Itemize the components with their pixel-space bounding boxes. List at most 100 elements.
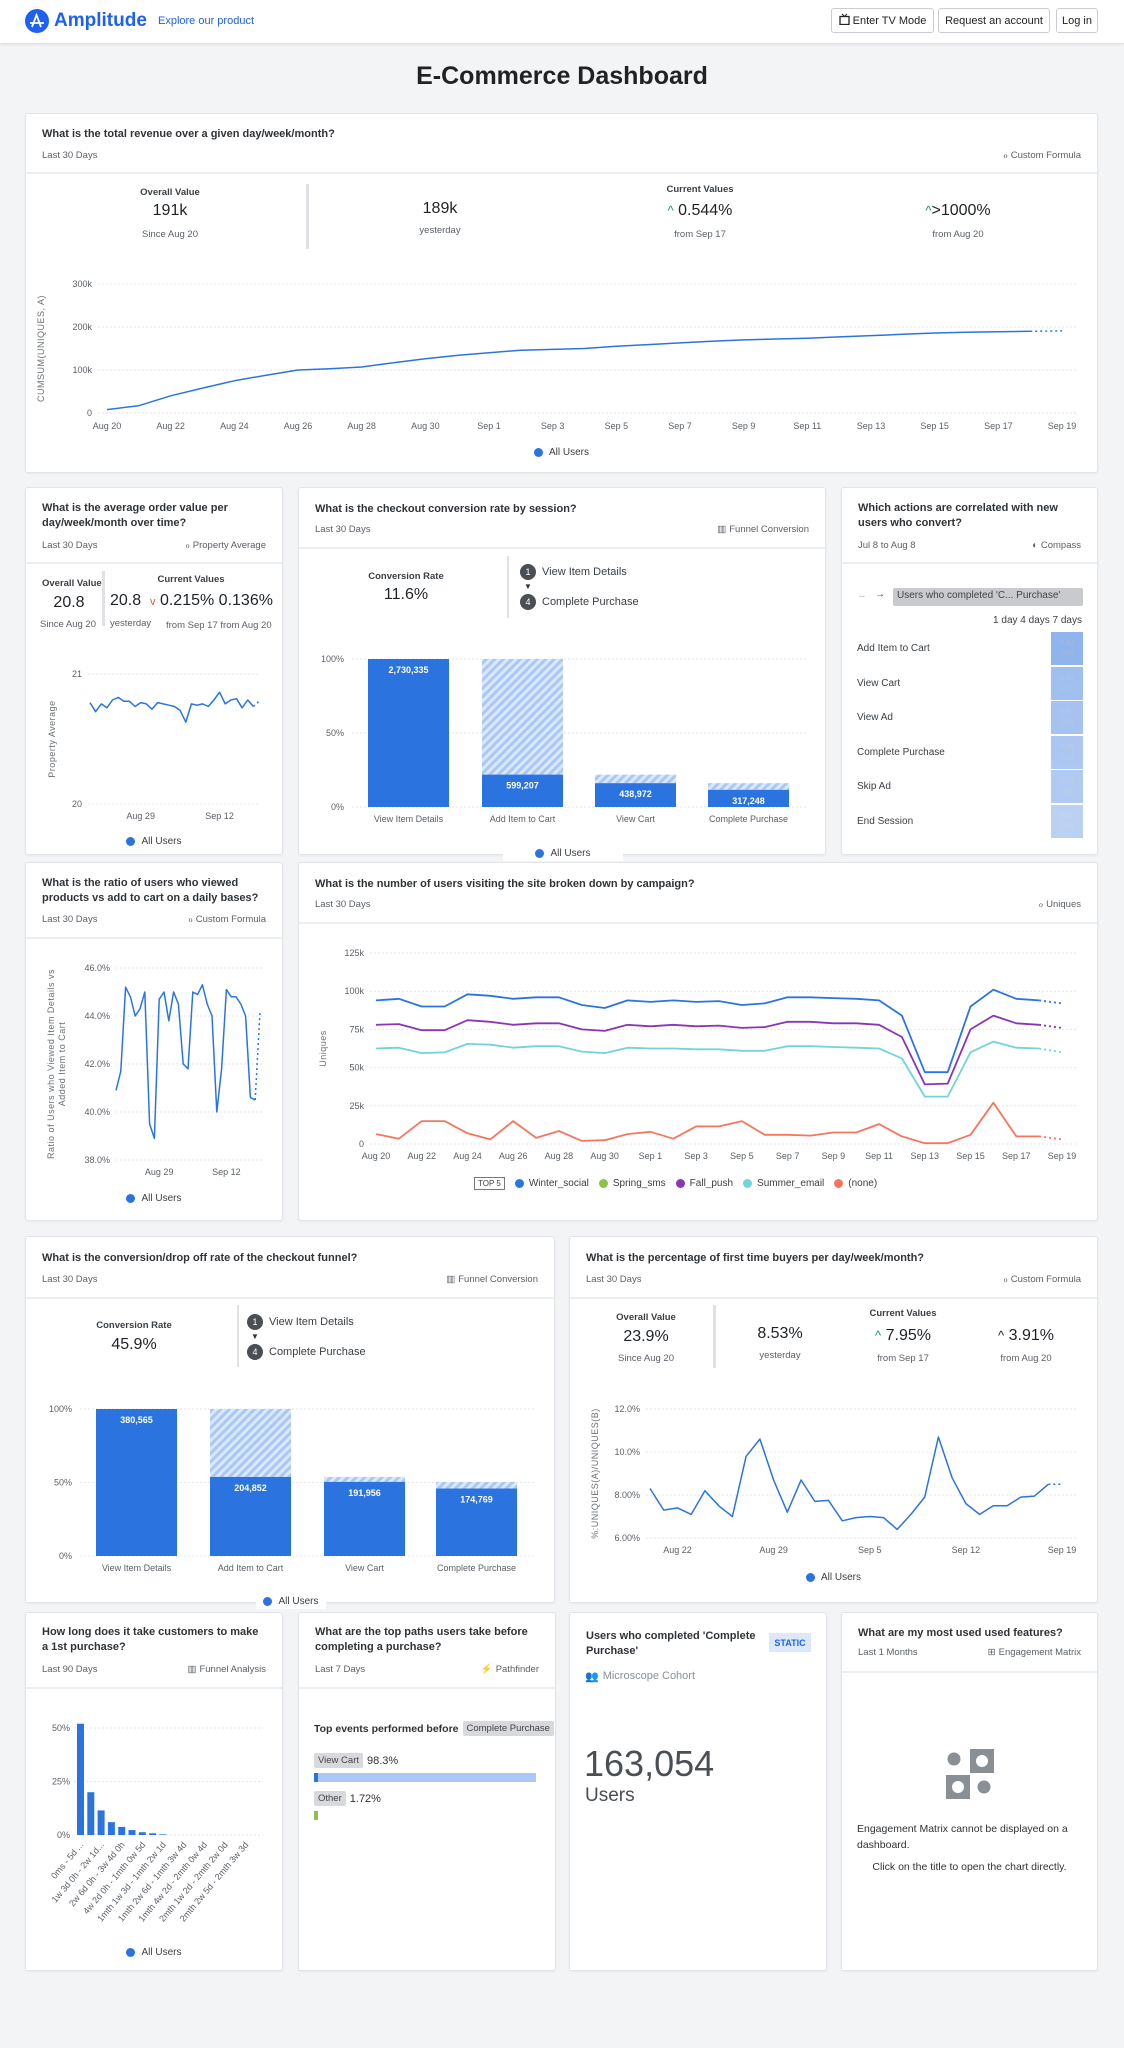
legend-label: Fall_push — [689, 1178, 734, 1189]
legend-item[interactable]: (none) — [834, 1178, 877, 1189]
x-tick-label: Aug 26 — [284, 421, 313, 431]
ratio-card: What is the ratio of users who viewed pr… — [25, 862, 283, 1221]
chart-legend[interactable]: All Users — [570, 1572, 1097, 1583]
overall-value-label: Overall Value — [140, 187, 200, 198]
compass-cell[interactable]: 0.34 (≥1) — [1051, 770, 1083, 803]
login-button[interactable]: Log in — [1056, 8, 1098, 33]
card-header: What is the number of users visiting the… — [299, 863, 1097, 924]
legend-dot — [533, 448, 543, 457]
legend-item[interactable]: Spring_sms — [598, 1178, 666, 1189]
histogram-bar — [159, 1834, 167, 1835]
histogram-bar — [149, 1833, 157, 1835]
path-row[interactable]: View Cart 98.3% — [314, 1753, 398, 1768]
card-title[interactable]: What is the average order value per day/… — [42, 502, 228, 529]
chart-type-label: Funnel Conversion — [729, 524, 809, 535]
x-tick-label: Sep 5 — [605, 421, 629, 431]
path-bar[interactable] — [314, 1811, 318, 1820]
card-title[interactable]: What are my most used used features? — [858, 1627, 1063, 1639]
legend-dot — [263, 1597, 273, 1606]
chart-legend[interactable]: All Users — [26, 1947, 282, 1958]
x-category-label: Complete Purchase — [709, 814, 788, 824]
compass-cell[interactable]: 0.35 (≥1) — [1051, 735, 1083, 769]
x-tick-label: Sep 13 — [857, 421, 886, 431]
card-title[interactable]: What is the total revenue over a given d… — [42, 128, 335, 140]
chart-legend[interactable]: All Users — [26, 1193, 282, 1204]
explore-product-link[interactable]: Explore our product — [158, 15, 254, 27]
card-title[interactable]: Which actions are correlated with new us… — [858, 502, 1058, 529]
dropoff-funnel-chart: 0% 50% 100% 380,565 View Item Details 204,852… — [49, 1404, 535, 1573]
compass-cell[interactable]: 0.39 (≥1) — [1051, 666, 1083, 700]
chart-type: ℴ Property Average — [185, 540, 266, 551]
card-title[interactable]: What is the conversion/drop off rate of … — [42, 1252, 358, 1264]
y-tick-label: 10.0% — [614, 1447, 640, 1457]
card-title[interactable]: What are the top paths users take before… — [315, 1626, 528, 1653]
chart-type-label: Compass — [1040, 540, 1081, 551]
cohort-tag[interactable]: Users who completed 'C... Purchase' — [893, 588, 1083, 606]
card-title[interactable]: Users who completed 'Complete Purchase' — [586, 1630, 756, 1657]
cohort-type: 👥 Microscope Cohort — [585, 1670, 695, 1683]
revenue-line-chart: 0 100k 200k 300k Aug 20 Aug 22 Aug 24 Aug 26 Aug… — [36, 279, 1077, 431]
y-axis-title: Property Average — [47, 700, 57, 777]
legend-item[interactable]: Winter_social — [514, 1178, 589, 1189]
chart-type: ⊞ Engagement Matrix — [988, 1647, 1081, 1658]
date-range: Last 30 Days — [42, 540, 98, 551]
card-title[interactable]: What is the number of users visiting the… — [315, 878, 695, 890]
top-5-badge[interactable]: TOP 5 — [474, 1177, 505, 1190]
x-tick-label: Sep 19 — [1048, 421, 1077, 431]
correlation-value: 0.31 — [1060, 812, 1074, 820]
overall-value-sub: Since Aug 20 — [142, 229, 198, 240]
y-tick-label: 25k — [349, 1101, 364, 1111]
formula-icon: ℴ — [1003, 150, 1008, 161]
request-account-button[interactable]: Request an account — [938, 8, 1050, 33]
path-row[interactable]: Other 1.72% — [314, 1791, 381, 1806]
date-range: Last 30 Days — [586, 1274, 642, 1285]
paths-heading-text: Top events performed before — [314, 1722, 459, 1735]
engagement-matrix-icon — [946, 1749, 994, 1804]
series-line-all-users-partial — [252, 700, 260, 708]
date-range: Last 30 Days — [42, 1274, 98, 1285]
funnel-step: 4 Complete Purchase — [247, 1344, 366, 1360]
amplitude-logo[interactable]: Amplitude — [25, 9, 147, 33]
chart-legend[interactable]: All Users — [503, 846, 623, 861]
y-tick-label: 0% — [57, 1830, 70, 1840]
chart-legend[interactable]: All Users — [256, 1594, 326, 1609]
bar-value-label: 438,972 — [619, 789, 652, 799]
y-tick-label: 0 — [359, 1139, 364, 1149]
chart-legend[interactable]: All Users — [26, 836, 282, 847]
correlation-value: 0.43 — [1060, 640, 1074, 647]
legend-dot — [675, 1179, 685, 1188]
legend-item[interactable]: Summer_email — [743, 1178, 824, 1189]
funnel-icon: ▥ — [187, 1664, 197, 1675]
bar-value-label: 599,207 — [506, 781, 539, 791]
y-tick-label: 0% — [59, 1551, 72, 1561]
compass-cell[interactable]: 0.31 (≥4) — [1051, 804, 1083, 838]
y-tick-label: 6.00% — [614, 1533, 640, 1543]
card-title[interactable]: What is the percentage of first time buy… — [586, 1252, 925, 1264]
legend-item[interactable]: Fall_push — [675, 1178, 734, 1189]
event-tag[interactable]: Complete Purchase — [462, 1721, 554, 1736]
series-line-all-users-partial — [254, 1011, 261, 1101]
chart-type-label: Engagement Matrix — [998, 1647, 1081, 1658]
card-title[interactable]: What is the checkout conversion rate by … — [315, 503, 577, 515]
card-title[interactable]: How long does it take customers to make … — [42, 1626, 259, 1653]
step-label: View Item Details — [269, 1316, 354, 1328]
change-value: ^ 7.95% — [848, 1327, 958, 1345]
histogram-bar — [97, 1810, 105, 1835]
y-tick-label: 125k — [344, 948, 364, 958]
series-line-all-users — [89, 691, 254, 723]
step-label: Complete Purchase — [269, 1346, 366, 1358]
y-axis-title: CUMSUM(UNIQUES, A) — [36, 295, 46, 402]
campaign-card: What is the number of users visiting the… — [298, 862, 1098, 1221]
top-bar: Amplitude Explore our product Enter TV M… — [0, 0, 1124, 43]
y-tick-label: 100k — [72, 365, 92, 375]
date-range: Last 30 Days — [42, 914, 98, 925]
kpi-divider — [102, 571, 105, 626]
compass-cell[interactable]: 0.37 (≥1) — [1051, 701, 1083, 734]
enter-tv-mode-button[interactable]: Enter TV Mode — [831, 8, 934, 33]
correlation-value: 0.34 — [1060, 778, 1074, 785]
path-bar[interactable] — [314, 1773, 537, 1782]
compass-cell[interactable]: 0.43 (≥1) — [1051, 632, 1083, 665]
enter-tv-mode-label: Enter TV Mode — [852, 14, 927, 27]
card-title[interactable]: What is the ratio of users who viewed pr… — [42, 877, 259, 904]
chart-legend[interactable]: All Users — [26, 447, 1097, 458]
